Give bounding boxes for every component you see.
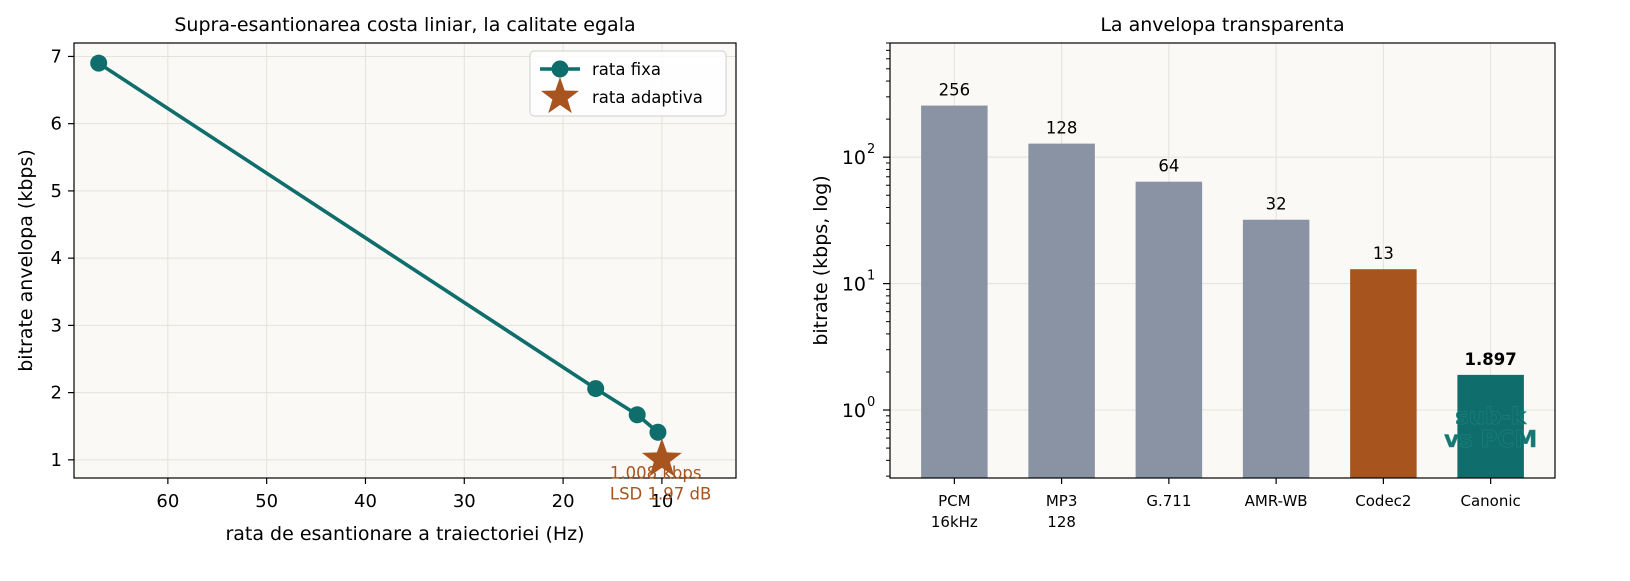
- y-tick-label-exponent: 2: [867, 142, 875, 157]
- line-chart-y-axis-label: bitrate anvelopa (kbps): [15, 149, 37, 372]
- legend-label-rata-adaptiva: rata adaptiva: [592, 88, 703, 107]
- data-point-rata-fixa: [628, 406, 646, 424]
- line-chart-ticks: 60 50 40 30 20 10 1 2 3 4 5 6 7: [51, 46, 674, 512]
- bar-chart-watermark: sub-kvs PCM: [1444, 404, 1538, 454]
- bar: [1350, 269, 1417, 478]
- series-line-rata-fixa: [97, 61, 660, 434]
- legend-label-rata-fixa: rata fixa: [592, 60, 661, 79]
- y-tick-label: 4: [51, 248, 62, 269]
- y-tick-label: 10 2: [842, 142, 875, 169]
- y-tick-label: 3: [51, 315, 62, 336]
- legend-marker-rata-adaptiva: [540, 77, 580, 114]
- data-point-rata-fixa: [649, 423, 667, 441]
- line-chart-frame: [73, 42, 737, 479]
- x-tick-label: 10: [650, 491, 673, 512]
- y-tick-label-base: 10: [842, 400, 866, 422]
- y-tick-label: 10 1: [842, 269, 875, 296]
- bar-chart-frame: [889, 42, 1556, 479]
- x-tick-label: 30: [453, 491, 476, 512]
- bar-chart-y-axis-label: bitrate (kbps, log): [810, 175, 832, 345]
- bar-value-label: 13: [1373, 244, 1394, 263]
- x-tick-label: PCM: [938, 492, 970, 510]
- bar-chart-plot-area: [890, 43, 1555, 478]
- x-tick-label: 16kHz: [931, 513, 978, 531]
- legend-marker-rata-fixa: [551, 60, 569, 78]
- line-chart: 60 50 40 30 20 10 1 2 3 4 5 6 7 Supra-esantionarea c…: [15, 14, 737, 545]
- y-tick-label: 10 0: [842, 395, 875, 422]
- x-tick-label: 128: [1047, 513, 1076, 531]
- y-tick-label: 5: [51, 181, 62, 202]
- data-point-rata-adaptiva: [641, 438, 682, 477]
- bar-value-label: 1.897: [1465, 350, 1517, 369]
- line-chart-series: [90, 54, 682, 477]
- x-tick-label: 20: [552, 491, 575, 512]
- x-tick-label: Canonic: [1461, 492, 1521, 510]
- bar-value-label: 128: [1046, 119, 1078, 138]
- annotation-line: 1.008 kbps: [610, 463, 702, 482]
- bar-value-label: 32: [1266, 195, 1287, 214]
- line-chart-legend: rata fixa rata adaptiva: [529, 50, 727, 117]
- annotation-line: LSD 1.97 dB: [610, 484, 711, 503]
- x-tick-label: 60: [156, 491, 179, 512]
- x-tick-label: AMR-WB: [1245, 492, 1308, 510]
- y-tick-label-exponent: 0: [867, 395, 875, 410]
- bar-value-label: 64: [1158, 157, 1179, 176]
- x-tick-label: Codec2: [1355, 492, 1411, 510]
- data-point-rata-fixa: [90, 54, 108, 72]
- y-tick-label: 7: [51, 46, 62, 67]
- line-chart-title: Supra-esantionarea costa liniar, la cali…: [174, 14, 635, 36]
- line-chart-x-axis-label: rata de esantionare a traiectoriei (Hz): [225, 523, 584, 545]
- y-tick-label: 2: [51, 383, 62, 404]
- watermark-line: sub-k: [1455, 404, 1527, 430]
- y-tick-label-exponent: 1: [867, 269, 875, 284]
- bar-value-label: 256: [939, 81, 971, 100]
- x-tick-label: G.711: [1146, 492, 1191, 510]
- y-tick-label-base: 10: [842, 274, 866, 296]
- bar-chart-title: La anvelopa transparenta: [1100, 14, 1344, 36]
- line-chart-grid: [74, 43, 736, 478]
- bar-chart-bars: 256 128 64 32 13 1.897: [921, 81, 1524, 478]
- watermark-line: vs PCM: [1444, 427, 1537, 453]
- bar: [1242, 219, 1310, 478]
- x-tick-label: 40: [354, 491, 377, 512]
- bar: [1457, 374, 1524, 478]
- data-point-rata-fixa: [587, 380, 605, 398]
- x-tick-label: 50: [255, 491, 278, 512]
- bar: [921, 105, 988, 478]
- bar: [1135, 181, 1203, 478]
- y-tick-label: 1: [51, 450, 62, 471]
- y-tick-label-base: 10: [842, 147, 866, 169]
- x-tick-label: MP3: [1046, 492, 1078, 510]
- y-tick-label: 6: [51, 114, 62, 135]
- bar: [1028, 143, 1095, 478]
- line-chart-annotation: 1.008 kbps LSD 1.97 dB: [610, 463, 711, 503]
